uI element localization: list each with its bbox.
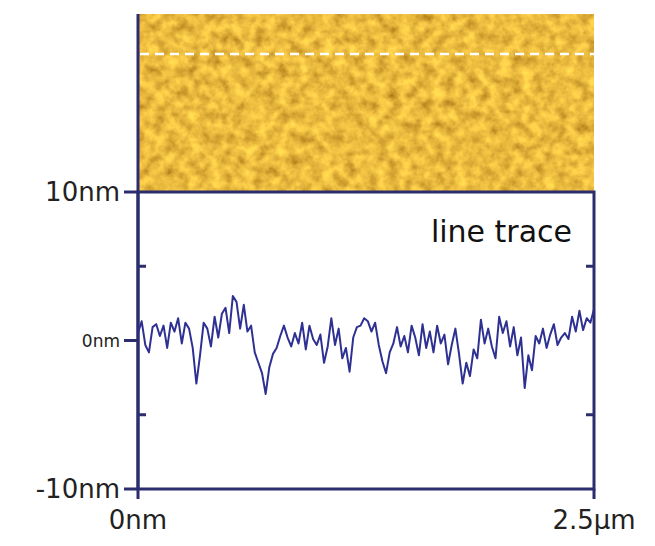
y-tick-label: -10nm: [36, 474, 120, 504]
y-minor-tick: [586, 265, 594, 268]
plot-frame: [138, 192, 594, 489]
y-tick: [124, 488, 138, 491]
x-tick-label: 0nm: [109, 505, 167, 535]
y-minor-tick: [138, 413, 146, 416]
afm-image: [138, 14, 594, 192]
scan-line: [140, 53, 594, 56]
x-tick: [593, 489, 596, 499]
line-trace: [138, 296, 594, 394]
y-minor-tick: [138, 265, 146, 268]
y-tick: [124, 191, 138, 194]
figure: -10nm0nm10nm0nm2.5µmline trace: [0, 0, 655, 546]
y-minor-tick: [586, 413, 594, 416]
left-axis: [137, 14, 140, 489]
y-tick-label: 0nm: [82, 331, 120, 351]
y-tick-label: 10nm: [45, 177, 120, 207]
afm-image-base: [138, 14, 594, 192]
annotation: line trace: [431, 214, 572, 249]
plot-area: [138, 296, 594, 394]
y-tick: [124, 339, 138, 342]
x-tick-label: 2.5µm: [552, 505, 635, 535]
x-tick: [137, 489, 140, 499]
